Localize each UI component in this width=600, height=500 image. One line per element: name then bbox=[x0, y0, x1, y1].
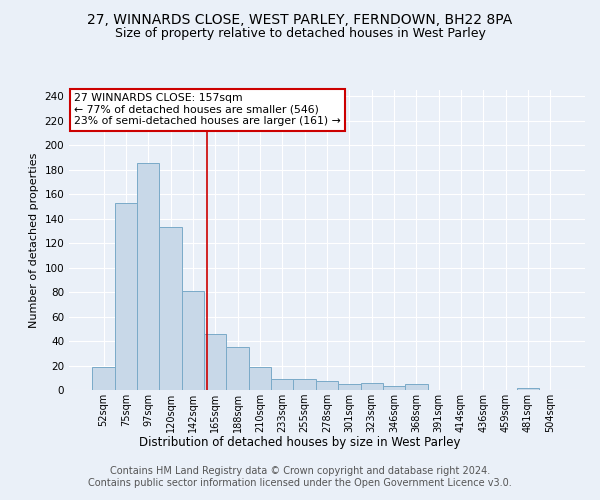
Bar bbox=[226, 347, 249, 390]
Y-axis label: Number of detached properties: Number of detached properties bbox=[29, 152, 39, 328]
Bar bbox=[137, 164, 160, 390]
Bar bbox=[182, 291, 204, 390]
Bar bbox=[383, 386, 405, 390]
Text: Distribution of detached houses by size in West Parley: Distribution of detached houses by size … bbox=[139, 436, 461, 449]
Text: 27, WINNARDS CLOSE, WEST PARLEY, FERNDOWN, BH22 8PA: 27, WINNARDS CLOSE, WEST PARLEY, FERNDOW… bbox=[88, 12, 512, 26]
Bar bbox=[249, 366, 271, 390]
Text: 27 WINNARDS CLOSE: 157sqm
← 77% of detached houses are smaller (546)
23% of semi: 27 WINNARDS CLOSE: 157sqm ← 77% of detac… bbox=[74, 93, 341, 126]
Bar bbox=[92, 366, 115, 390]
Bar bbox=[293, 379, 316, 390]
Bar bbox=[115, 202, 137, 390]
Bar bbox=[338, 384, 361, 390]
Text: Size of property relative to detached houses in West Parley: Size of property relative to detached ho… bbox=[115, 28, 485, 40]
Bar bbox=[405, 384, 428, 390]
Bar bbox=[160, 227, 182, 390]
Bar bbox=[361, 382, 383, 390]
Bar bbox=[517, 388, 539, 390]
Text: Contains HM Land Registry data © Crown copyright and database right 2024.
Contai: Contains HM Land Registry data © Crown c… bbox=[88, 466, 512, 487]
Bar bbox=[316, 382, 338, 390]
Bar bbox=[204, 334, 226, 390]
Bar bbox=[271, 379, 293, 390]
